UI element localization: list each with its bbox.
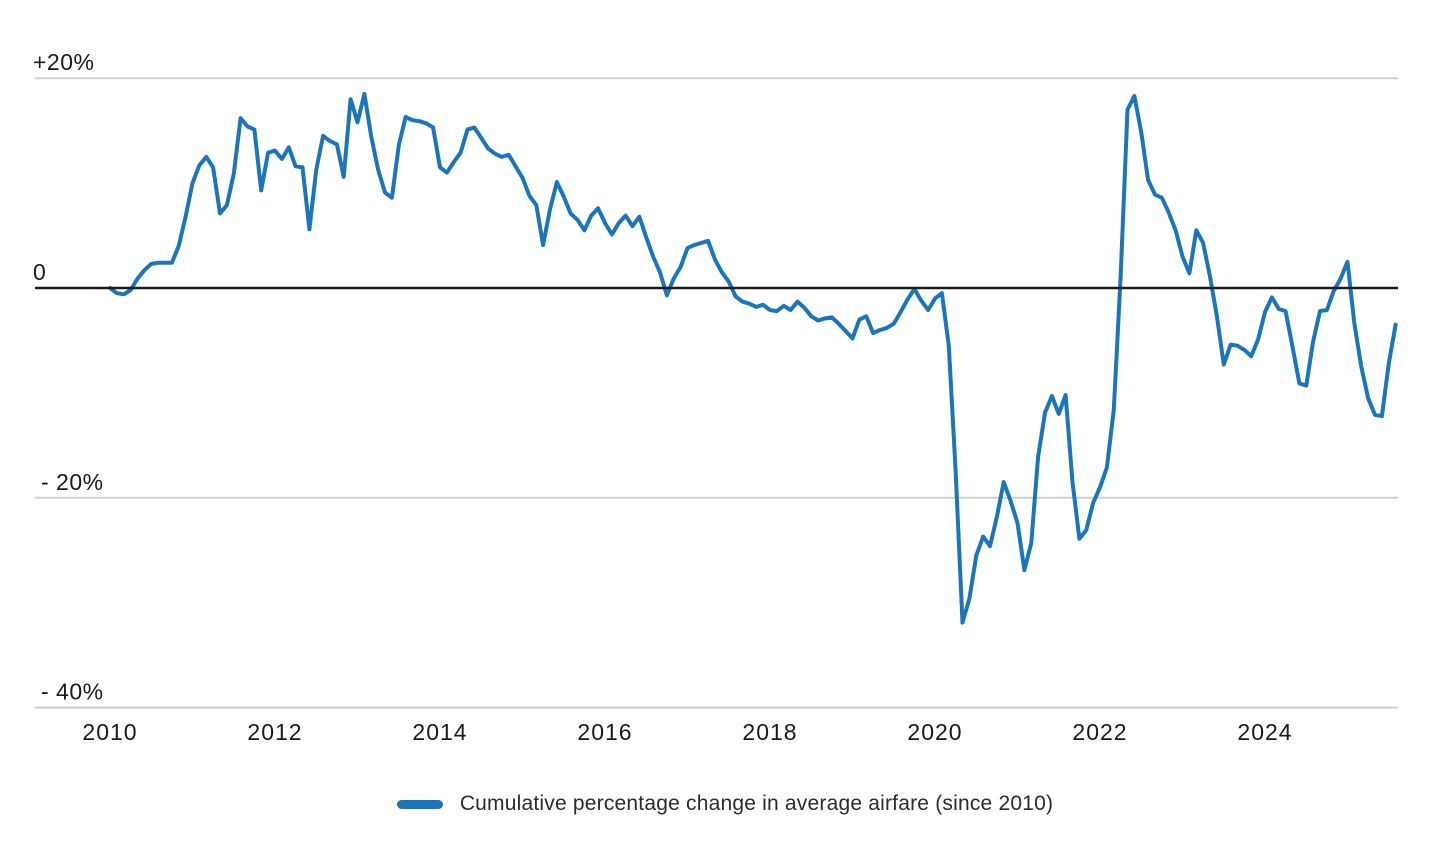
x-tick-label: 2014 [412,719,467,745]
airfare-series-line [108,91,1398,625]
x-tick-label: 2022 [1072,719,1127,745]
legend: Cumulative percentage change in average … [0,792,1450,816]
x-tick-label: 2010 [82,719,137,745]
x-tick-label: 2024 [1237,719,1292,745]
legend-line-swatch [396,799,443,809]
y-tick-label: - 20% [41,469,104,495]
legend-label: Cumulative percentage change in average … [459,792,1054,815]
y-tick-label: +20% [33,49,94,75]
x-tick-label: 2012 [247,719,302,745]
x-tick-label: 2018 [742,719,797,745]
y-tick-label: - 40% [41,679,104,705]
x-tick-label: 2016 [577,719,632,745]
x-tick-label: 2020 [907,719,962,745]
y-tick-label: 0 [33,259,46,285]
